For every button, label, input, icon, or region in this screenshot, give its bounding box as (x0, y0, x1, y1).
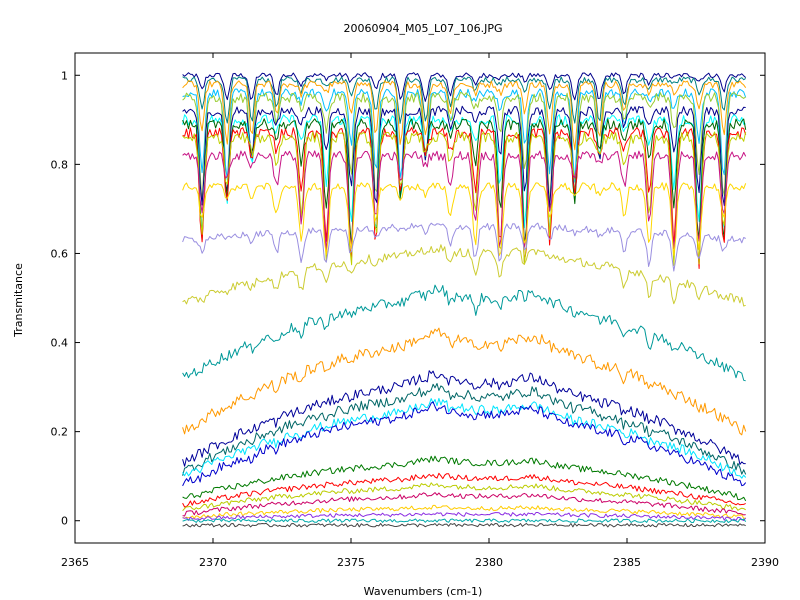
series-line (182, 482, 746, 512)
y-axis: 0 0.2 0.4 0.6 0.8 1 (51, 69, 765, 528)
y-tick-label: 1 (61, 69, 68, 82)
series-line (182, 182, 747, 257)
series-line (182, 284, 746, 382)
series-line (182, 492, 746, 517)
x-tick-label: 2380 (475, 556, 503, 569)
series-line (182, 150, 747, 253)
series-line (182, 522, 746, 528)
y-tick-label: 0 (61, 515, 68, 528)
series-line (182, 504, 746, 519)
series-line (182, 397, 747, 479)
y-tick-label: 0.6 (51, 247, 69, 260)
series-line (182, 92, 747, 207)
series-line (182, 105, 746, 210)
series-line (182, 327, 747, 436)
series-line (182, 383, 747, 476)
series-line (182, 512, 747, 521)
series-group (182, 72, 747, 528)
y-axis-label: Transmitance (12, 263, 25, 338)
x-tick-label: 2390 (751, 556, 779, 569)
x-tick-label: 2385 (613, 556, 641, 569)
chart-title: 20060904_M05_L07_106.JPG (344, 22, 503, 35)
series-line (182, 370, 746, 467)
series-line (182, 222, 746, 272)
x-axis: 2365 2370 2375 2380 2385 2390 (61, 53, 779, 569)
series-line (182, 472, 746, 508)
x-tick-label: 2370 (199, 556, 227, 569)
series-line (182, 80, 747, 151)
series-line (182, 518, 747, 523)
series-line (182, 72, 747, 102)
y-tick-label: 0.4 (51, 337, 69, 350)
x-tick-label: 2375 (337, 556, 365, 569)
series-line (182, 118, 747, 248)
plot-frame (74, 52, 766, 544)
series-line (182, 131, 747, 266)
series-line (182, 76, 746, 124)
x-tick-label: 2365 (61, 556, 89, 569)
series-line (182, 88, 747, 183)
y-tick-label: 0.2 (51, 426, 69, 439)
series-line (182, 244, 746, 307)
series-line (182, 127, 747, 269)
series-line (182, 401, 747, 487)
series-line (182, 455, 747, 502)
x-axis-label: Wavenumbers (cm-1) (364, 585, 483, 598)
y-tick-label: 0.8 (51, 158, 69, 171)
